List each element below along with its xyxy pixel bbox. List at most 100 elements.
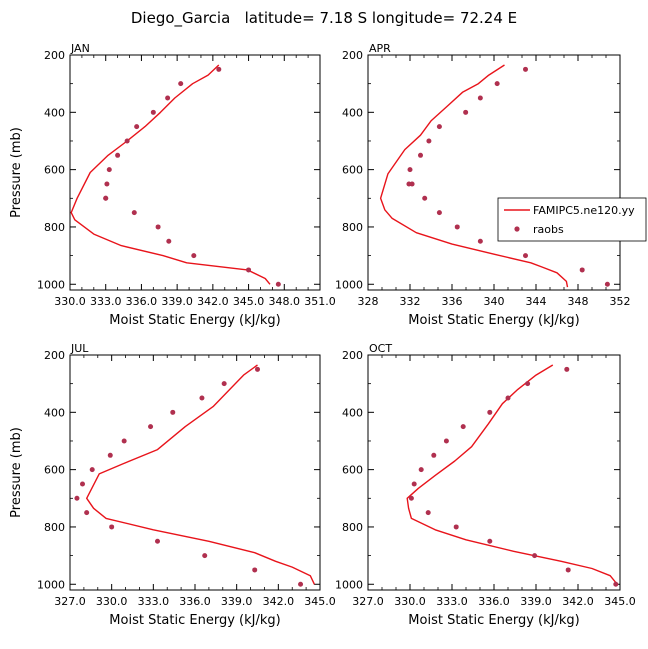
x-tick-label: 342.0: [197, 295, 229, 308]
obs-point: [275, 281, 281, 287]
x-tick-label: 328: [358, 295, 379, 308]
obs-point: [131, 210, 137, 216]
x-tick-label: 344: [526, 295, 547, 308]
model-line: [70, 64, 271, 285]
legend-box: [497, 197, 647, 242]
obs-point: [166, 238, 172, 244]
obs-point: [418, 467, 424, 473]
x-tick-label: 336: [442, 295, 463, 308]
obs-point: [74, 495, 80, 501]
y-tick-label: 200: [342, 349, 363, 362]
x-tick-label: 345.0: [604, 595, 636, 608]
obs-point: [255, 366, 260, 372]
x-tick-label: 339.0: [221, 595, 253, 608]
legend: FAMIPC5.ne120.yy raobs: [497, 197, 647, 242]
obs-point: [134, 124, 140, 130]
obs-point: [165, 95, 171, 101]
panel-jan: JAN 330.0 333.0 336.0 339.0 342.0 345.0 348.0 35…: [9, 42, 336, 328]
obs-point: [525, 381, 531, 387]
y-tick-label: 200: [342, 49, 363, 62]
obs-point: [170, 409, 176, 415]
series-group: [74, 364, 316, 587]
obs-point: [407, 167, 413, 173]
x-tick-label: 333.0: [436, 595, 468, 608]
x-axis-label: Moist Static Energy (kJ/kg): [109, 313, 280, 328]
y-tick-label: 200: [44, 349, 65, 362]
obs-point: [477, 238, 483, 244]
obs-point: [155, 538, 160, 544]
y-tick-label: 400: [342, 106, 363, 119]
y-tick-label: 600: [342, 464, 363, 477]
x-tick-label: 339.0: [161, 295, 193, 308]
obs-point: [564, 366, 570, 372]
x-tick-label: 348.0: [269, 295, 301, 308]
obs-point: [579, 267, 585, 273]
y-tick-label: 1000: [335, 578, 363, 591]
obs-point: [150, 109, 156, 115]
obs-point: [454, 224, 460, 230]
obs-point: [298, 581, 304, 587]
legend-model-label: FAMIPC5.ne120.yy: [533, 204, 635, 217]
obs-point: [246, 267, 252, 273]
y-tick-label: 800: [342, 521, 363, 534]
obs-point: [523, 253, 528, 259]
model-line: [85, 364, 316, 585]
x-tick-label: 330.0: [394, 595, 426, 608]
y-tick-label: 200: [44, 49, 65, 62]
obs-point: [216, 66, 222, 72]
x-tick-label: 333.0: [90, 295, 122, 308]
x-tick-label: 342.0: [263, 595, 295, 608]
legend-obs-label: raobs: [533, 223, 564, 236]
obs-point: [460, 424, 466, 430]
y-tick-label: 1000: [37, 278, 65, 291]
obs-point: [155, 224, 161, 230]
x-tick-label: 330.0: [54, 295, 86, 308]
x-tick-label: 336.0: [126, 295, 158, 308]
obs-point: [436, 124, 442, 130]
obs-point: [109, 524, 115, 530]
y-tick-label: 400: [342, 406, 363, 419]
obs-point: [532, 553, 538, 559]
y-tick-label: 600: [342, 164, 363, 177]
obs-point: [523, 66, 528, 72]
obs-point: [487, 538, 493, 544]
x-tick-label: 352: [610, 295, 631, 308]
y-tick-label: 600: [44, 464, 65, 477]
obs-point: [477, 95, 483, 101]
obs-point: [463, 109, 469, 115]
x-tick-label: 340: [484, 295, 505, 308]
obs-point: [453, 524, 459, 530]
y-tick-label: 1000: [335, 278, 363, 291]
obs-point: [121, 438, 127, 444]
x-axis-label: Moist Static Energy (kJ/kg): [408, 613, 579, 628]
obs-point: [411, 481, 417, 487]
x-tick-label: 332: [400, 295, 421, 308]
obs-point: [431, 452, 437, 458]
obs-point: [80, 481, 85, 487]
model-line: [379, 64, 569, 288]
x-tick-label: 348: [568, 295, 589, 308]
x-tick-label: 342.0: [562, 595, 594, 608]
x-tick-label: 327.0: [54, 595, 86, 608]
x-tick-label: 336.0: [478, 595, 510, 608]
y-tick-label: 600: [44, 164, 65, 177]
plot-frame: [69, 54, 321, 291]
obs-point: [178, 81, 184, 87]
panel-label: APR: [369, 42, 391, 55]
x-axis-label: Moist Static Energy (kJ/kg): [408, 313, 579, 328]
x-tick-label: 336.0: [179, 595, 211, 608]
y-tick-label: 400: [44, 406, 65, 419]
series-group: [70, 64, 281, 287]
x-tick-label: 339.0: [520, 595, 552, 608]
x-axis-label: Moist Static Energy (kJ/kg): [109, 613, 280, 628]
panel-jul: JUL 327.0 330.0 333.0 336.0 339.0 342.0 345.0 20…: [9, 342, 336, 628]
obs-point: [107, 452, 113, 458]
legend-obs-marker: [514, 226, 520, 232]
x-tick-label: 351.0: [304, 295, 336, 308]
obs-point: [422, 195, 428, 201]
obs-point: [89, 467, 95, 473]
x-tick-label: 330.0: [96, 595, 128, 608]
obs-point: [443, 438, 449, 444]
